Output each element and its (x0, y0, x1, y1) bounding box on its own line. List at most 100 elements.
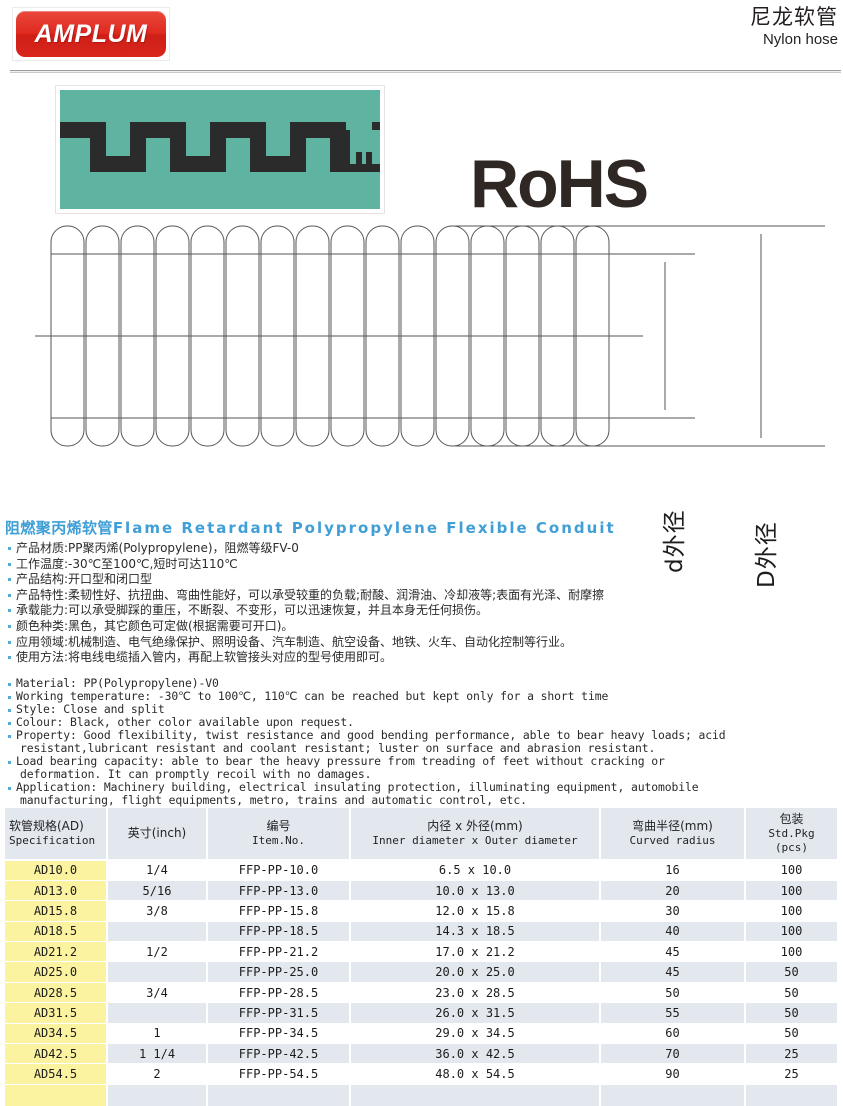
cell-package: 25 (745, 1063, 839, 1085)
cell-diameter: 29.0 x 34.5 (350, 1023, 601, 1045)
cell-package: 100 (745, 860, 839, 881)
brand-logo: AMPLUM (12, 7, 170, 61)
cell-inch (107, 1084, 208, 1106)
cell-diameter: 20.0 x 25.0 (350, 961, 601, 983)
cell-specification: AD18.5 (5, 921, 108, 943)
list-item: Application: Machinery building, electri… (5, 779, 843, 807)
cell-package: 100 (745, 941, 839, 963)
hose-cross-section-diagram (35, 225, 825, 447)
cell-item-no: FFP-PP-42.5 (207, 1043, 351, 1065)
cell-curved-radius: 30 (600, 900, 746, 922)
table-header-package: 包装 Std.Pkg (pcs) (745, 808, 839, 861)
cell-curved-radius: 16 (600, 860, 746, 881)
cell-inch (107, 961, 208, 983)
cell-diameter: 6.5 x 10.0 (350, 860, 601, 881)
specification-table-wrap: 软管规格(AD) Specification 英寸(inch) 编号 Item.… (5, 808, 839, 1106)
list-item: 产品材质:PP聚丙烯(Polypropylene)，阻燃等级FV-0 (5, 541, 843, 557)
cell-diameter: 23.0 x 28.5 (350, 982, 601, 1004)
cell-inch: 5/16 (107, 880, 208, 902)
cell-inch: 3/8 (107, 900, 208, 922)
corrugated-hose-photo-icon (60, 90, 380, 209)
table-header-curved-radius: 弯曲半径(mm) Curved radius (600, 808, 746, 861)
cell-package (745, 1084, 839, 1106)
cell-item-no: FFP-PP-28.5 (207, 982, 351, 1004)
english-feature-list: Material: PP(Polypropylene)-V0 Working t… (5, 675, 843, 807)
page-title-cn: 尼龙软管 (750, 5, 838, 29)
list-item: 颜色种类:黑色，其它颜色可定做(根据需要可开口)。 (5, 619, 843, 635)
cell-diameter: 48.0 x 54.5 (350, 1063, 601, 1085)
cell-diameter: 36.0 x 42.5 (350, 1043, 601, 1065)
cell-inch (107, 921, 208, 943)
cell-item-no: FFP-PP-10.0 (207, 860, 351, 881)
list-item: Material: PP(Polypropylene)-V0 (5, 675, 843, 690)
cell-package: 50 (745, 1023, 839, 1045)
cell-package: 100 (745, 900, 839, 922)
list-item: 承载能力:可以承受脚踩的重压，不断裂、不变形，可以迅速恢复，并且本身无任何损伤。 (5, 603, 843, 619)
cell-specification: AD42.5 (5, 1043, 108, 1065)
header-en: Curved radius (629, 834, 716, 847)
list-item-line1: Load bearing capacity: able to bear the … (16, 753, 665, 768)
table-row: AD34.5 1 FFP-PP-34.5 29.0 x 34.5 60 50 (5, 1023, 839, 1045)
cell-inch (107, 1002, 208, 1024)
cell-diameter: 12.0 x 15.8 (350, 900, 601, 922)
cell-specification: AD25.0 (5, 961, 108, 983)
header-cn: 软管规格(AD) (9, 819, 84, 833)
cell-specification: AD31.5 (5, 1002, 108, 1024)
cell-specification: AD28.5 (5, 982, 108, 1004)
cell-diameter: 10.0 x 13.0 (350, 880, 601, 902)
cell-curved-radius: 20 (600, 880, 746, 902)
table-row: AD15.8 3/8 FFP-PP-15.8 12.0 x 15.8 30 100 (5, 900, 839, 922)
logo-pill: AMPLUM (16, 11, 166, 57)
cell-inch: 1 1/4 (107, 1043, 208, 1065)
cell-package: 50 (745, 961, 839, 983)
header-en: Specification (9, 834, 96, 847)
page-title-en: Nylon hose (762, 31, 838, 48)
table-row: AD42.5 1 1/4 FFP-PP-42.5 36.0 x 42.5 70 25 (5, 1043, 839, 1065)
list-item-line1: Application: Machinery building, electri… (16, 779, 699, 794)
list-item: Property: Good flexibility, twist resist… (5, 727, 843, 755)
table-row: AD25.0 FFP-PP-25.0 20.0 x 25.0 45 50 (5, 961, 839, 983)
cell-item-no: FFP-PP-54.5 (207, 1063, 351, 1085)
list-item-line1: Material: PP(Polypropylene)-V0 (16, 675, 219, 690)
product-photo (55, 85, 385, 214)
list-item: 应用领域:机械制造、电气绝缘保护、照明设备、汽车制造、航空设备、地铁、火车、自动… (5, 635, 843, 651)
cell-curved-radius: 50 (600, 982, 746, 1004)
page-title: 尼龙软管 Nylon hose (750, 4, 838, 50)
list-item-line2: resistant,lubricant resistant and coolan… (20, 740, 656, 755)
rohs-logo: RoHS (470, 146, 649, 222)
table-row: AD18.5 FFP-PP-18.5 14.3 x 18.5 40 100 (5, 921, 839, 943)
cell-specification: AD15.8 (5, 900, 108, 922)
table-body: AD10.0 1/4 FFP-PP-10.0 6.5 x 10.0 16 100 AD13.… (5, 860, 839, 1106)
table-row: AD54.5 2 FFP-PP-54.5 48.0 x 54.5 90 25 (5, 1063, 839, 1085)
cell-package: 100 (745, 921, 839, 943)
cell-curved-radius: 45 (600, 941, 746, 963)
specifications-section: 阻燃聚丙烯软管Flame Retardant Polypropylene Fle… (5, 518, 843, 807)
cell-package: 25 (745, 1043, 839, 1065)
cell-diameter: 26.0 x 31.5 (350, 1002, 601, 1024)
header-en2: (pcs) (774, 841, 809, 854)
logo-text: AMPLUM (34, 19, 148, 48)
cell-package: 50 (745, 982, 839, 1004)
cell-curved-radius: 70 (600, 1043, 746, 1065)
cell-item-no: FFP-PP-13.0 (207, 880, 351, 902)
list-item: Load bearing capacity: able to bear the … (5, 753, 843, 781)
header-en: Std.Pkg (768, 827, 815, 840)
cell-inch: 1/4 (107, 860, 208, 881)
table-row: AD13.0 5/16 FFP-PP-13.0 10.0 x 13.0 20 100 (5, 880, 839, 902)
spec-title-en: Flame Retardant Polypropylene Flexible C… (112, 519, 616, 537)
spec-title: 阻燃聚丙烯软管Flame Retardant Polypropylene Fle… (5, 518, 843, 538)
cell-curved-radius: 40 (600, 921, 746, 943)
cell-inch: 3/4 (107, 982, 208, 1004)
cell-curved-radius: 90 (600, 1063, 746, 1085)
list-item: Style: Close and split (5, 702, 843, 716)
list-item-line1: Property: Good flexibility, twist resist… (16, 727, 726, 742)
table-row (5, 1084, 839, 1106)
cell-specification: AD21.2 (5, 941, 108, 963)
table-header-row: 软管规格(AD) Specification 英寸(inch) 编号 Item.… (5, 808, 839, 861)
cell-inch: 1 (107, 1023, 208, 1045)
list-item: 产品特性:柔韧性好、抗扭曲、弯曲性能好，可以承受较重的负载;耐酸、润滑油、冷却液… (5, 588, 843, 604)
table-header-specification: 软管规格(AD) Specification (5, 808, 108, 861)
table-row: AD28.5 3/4 FFP-PP-28.5 23.0 x 28.5 50 50 (5, 982, 839, 1004)
cell-diameter: 17.0 x 21.2 (350, 941, 601, 963)
